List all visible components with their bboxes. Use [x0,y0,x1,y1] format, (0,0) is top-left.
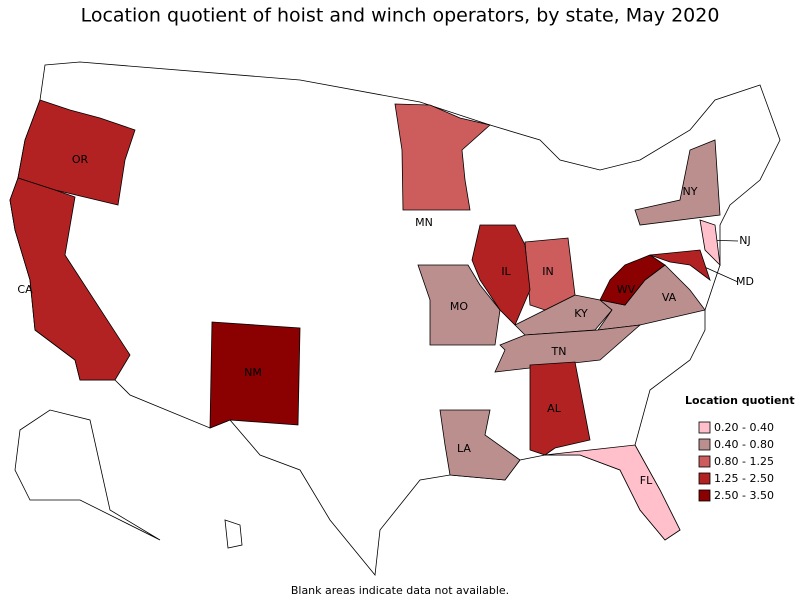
legend-label: 0.40 - 0.80 [714,438,774,451]
legend-label: 1.25 - 2.50 [714,472,774,485]
state-label: TN [551,345,567,358]
state [17,99,136,206]
state [439,409,521,481]
state-label: CA [17,283,33,296]
state-label: FL [640,474,653,487]
state [599,254,666,306]
state [471,224,531,326]
legend-swatch [698,455,711,468]
legend-swatch [698,489,711,502]
state [524,237,576,311]
state-label: AL [547,402,562,415]
map-title: Location quotient of hoist and winch ope… [81,5,720,27]
legend-title: Location quotient [685,394,795,407]
state-label: OR [72,153,89,166]
state-label: NJ [739,234,750,247]
state [9,177,131,381]
hawaii [224,519,243,549]
state-label: MN [415,216,433,229]
state [209,321,301,429]
state-label: KY [574,307,588,320]
state-label: IL [501,265,511,278]
state [634,139,721,226]
state [649,249,711,282]
state-label: MO [450,300,468,313]
legend-swatch [698,438,711,451]
legend-swatch [698,421,711,434]
legend-label: 0.20 - 0.40 [714,421,774,434]
state-label: MD [736,275,754,288]
state-label: NM [244,366,262,379]
alaska [14,409,161,541]
state [699,219,721,267]
legend-label: 2.50 - 3.50 [714,489,774,502]
state [544,444,681,541]
legend-label: 0.80 - 1.25 [714,455,774,468]
state [394,103,491,211]
state [529,361,591,456]
state-label: VA [662,291,677,304]
state [417,264,501,346]
state [494,324,642,373]
state-label: LA [457,442,471,455]
state-label: WV [617,283,636,296]
state-label: IN [542,265,553,278]
state-label: NY [683,185,698,198]
footnote: Blank areas indicate data not available. [291,584,509,597]
legend-swatch [698,472,711,485]
